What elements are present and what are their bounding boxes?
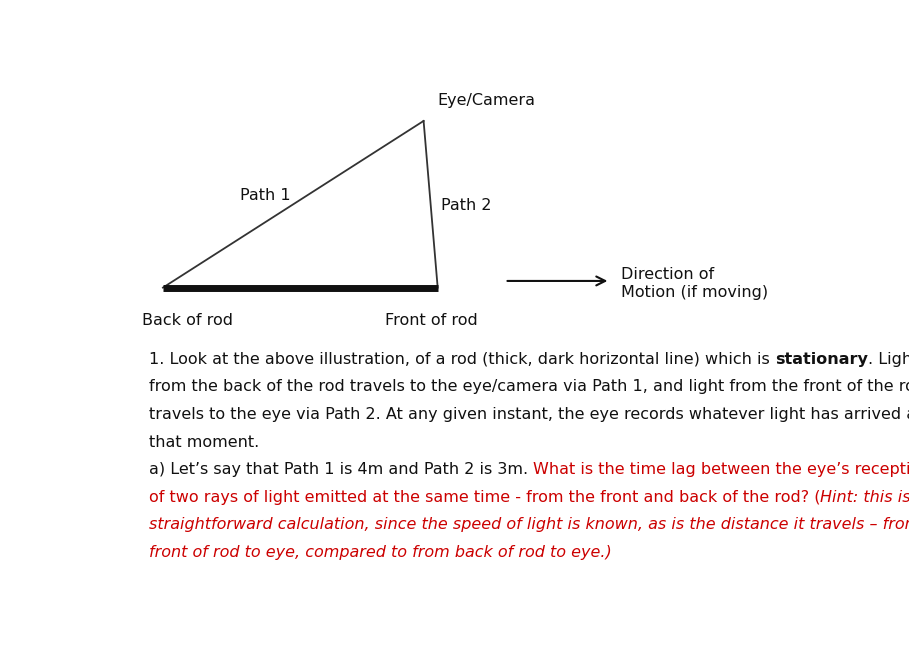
Text: a) Let’s say that Path 1 is 4m and Path 2 is 3m.: a) Let’s say that Path 1 is 4m and Path …: [149, 462, 533, 477]
Text: stationary: stationary: [774, 352, 867, 367]
Text: Back of rod: Back of rod: [142, 313, 233, 328]
Text: Path 2: Path 2: [441, 198, 492, 213]
Text: of two rays of light emitted at the same time - from the front and back of the r: of two rays of light emitted at the same…: [149, 490, 820, 505]
Text: from the back of the rod travels to the eye/camera via Path 1, and light from th: from the back of the rod travels to the …: [149, 380, 909, 394]
Text: Direction of: Direction of: [621, 267, 714, 282]
Text: Eye/Camera: Eye/Camera: [438, 93, 535, 108]
Text: . Light: . Light: [867, 352, 909, 367]
Text: Hint: this is a: Hint: this is a: [820, 490, 909, 505]
Text: Front of rod: Front of rod: [385, 313, 477, 328]
Text: Motion (if moving): Motion (if moving): [621, 285, 768, 300]
Text: straightforward calculation, since the speed of light is known, as is the distan: straightforward calculation, since the s…: [149, 517, 909, 532]
Text: What is the time lag between the eye’s reception: What is the time lag between the eye’s r…: [533, 462, 909, 477]
Text: Path 1: Path 1: [240, 188, 290, 203]
Text: front of rod to eye, compared to from back of rod to eye.): front of rod to eye, compared to from ba…: [149, 545, 612, 560]
Text: that moment.: that moment.: [149, 435, 259, 450]
Text: travels to the eye via Path 2. At any given instant, the eye records whatever li: travels to the eye via Path 2. At any gi…: [149, 407, 909, 422]
Text: 1. Look at the above illustration, of a rod (thick, dark horizontal line) which : 1. Look at the above illustration, of a …: [149, 352, 774, 367]
